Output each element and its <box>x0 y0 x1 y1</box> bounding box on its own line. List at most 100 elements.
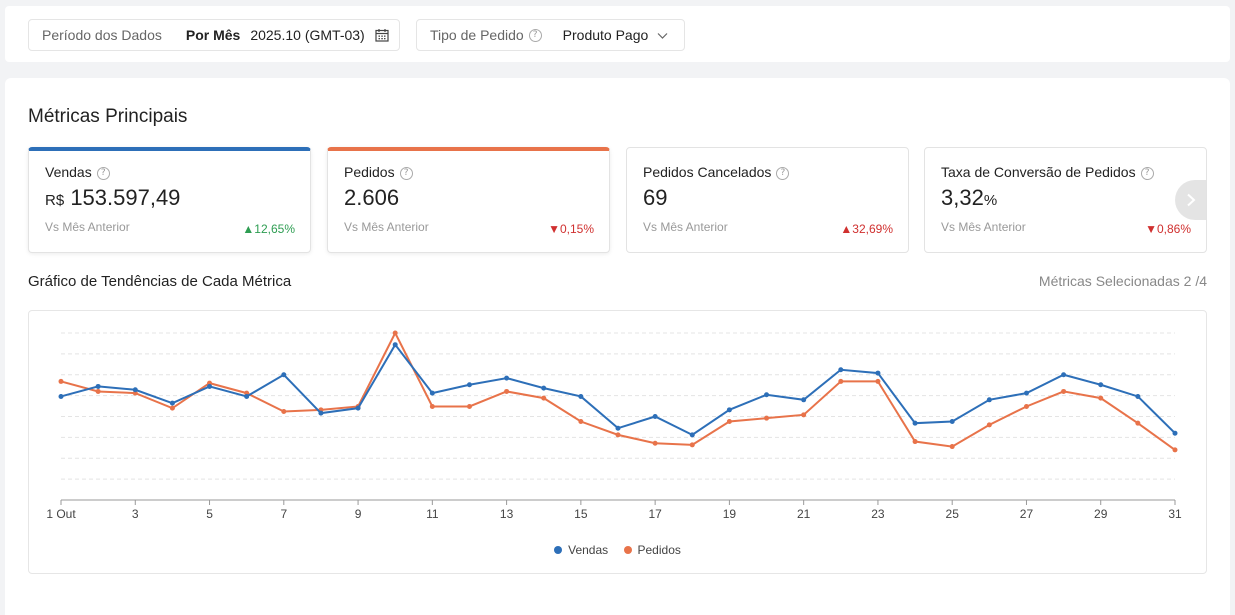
card-value-unit: % <box>983 192 998 209</box>
data-point-pedidos <box>169 405 175 411</box>
data-point-vendas <box>466 382 472 388</box>
series-line-vendas <box>60 342 1176 437</box>
metric-card-pedidos-cancelados[interactable]: Pedidos Cancelados? 69 Vs Mês Anterior ▲… <box>626 147 909 253</box>
x-tick-label: 7 <box>280 507 287 521</box>
order-type-filter[interactable]: Tipo de Pedido ? Produto Pago <box>416 19 685 51</box>
data-point-vendas <box>355 405 361 411</box>
data-point-pedidos <box>281 408 287 414</box>
card-delta: ▼0,15% <box>548 222 594 236</box>
help-icon[interactable]: ? <box>399 166 413 180</box>
data-point-pedidos <box>615 432 621 438</box>
order-type-value: Produto Pago <box>562 27 649 43</box>
data-point-vendas <box>689 432 695 438</box>
period-filter[interactable]: Período dos Dados Por Mês 2025.10 (GMT-0… <box>28 19 400 51</box>
carousel-next-button[interactable] <box>1175 180 1207 220</box>
selected-metrics-link[interactable]: Métricas Selecionadas 2 /4 <box>1038 273 1207 289</box>
data-point-pedidos <box>801 412 807 418</box>
data-point-pedidos <box>986 422 992 428</box>
data-point-vendas <box>578 393 584 399</box>
card-delta: ▲32,69% <box>840 222 893 236</box>
calendar-icon[interactable] <box>375 28 389 42</box>
x-tick-label: 17 <box>648 507 662 521</box>
x-tick-label: 25 <box>946 507 960 521</box>
card-title: Pedidos? <box>344 164 413 180</box>
data-point-pedidos <box>726 419 732 425</box>
data-point-pedidos <box>504 388 510 394</box>
data-point-vendas <box>1172 430 1178 436</box>
card-compare-label: Vs Mês Anterior <box>941 220 1026 234</box>
x-tick-label: 19 <box>723 507 737 521</box>
data-point-vendas <box>764 392 770 398</box>
card-delta-value: 0,15% <box>559 222 594 236</box>
card-title-text: Pedidos <box>344 164 395 180</box>
data-point-pedidos <box>949 444 955 450</box>
data-point-vendas <box>912 420 918 426</box>
data-point-pedidos <box>764 415 770 421</box>
data-point-vendas <box>392 342 398 348</box>
data-point-vendas <box>986 397 992 403</box>
card-value: 2.606 <box>344 185 399 211</box>
legend-dot-vendas <box>554 546 563 554</box>
card-value: R$ 153.597,49 <box>45 185 180 211</box>
data-point-pedidos <box>578 419 584 425</box>
card-title-text: Pedidos Cancelados <box>643 164 772 180</box>
data-point-vendas <box>429 390 435 396</box>
help-icon[interactable]: ? <box>96 166 110 180</box>
data-point-vendas <box>1135 393 1141 399</box>
data-point-vendas <box>244 393 250 399</box>
data-point-pedidos <box>838 378 844 384</box>
trend-chart-title: Gráfico de Tendências de Cada Métrica <box>28 273 292 290</box>
data-point-vendas <box>281 372 287 378</box>
help-icon[interactable]: ? <box>528 28 542 42</box>
metric-card-vendas[interactable]: Vendas? R$ 153.597,49 Vs Mês Anterior ▲1… <box>28 147 311 253</box>
card-value-number: 2.606 <box>344 185 400 210</box>
legend-label-vendas: Vendas <box>568 543 609 557</box>
data-point-vendas <box>207 383 213 389</box>
card-title-text: Taxa de Conversão de Pedidos <box>941 164 1136 180</box>
data-point-pedidos <box>875 378 881 384</box>
chart-legend: Vendas Pedidos <box>29 543 1206 557</box>
data-point-vendas <box>801 397 807 403</box>
data-point-vendas <box>541 385 547 391</box>
data-point-pedidos <box>1135 420 1141 426</box>
data-point-vendas <box>1098 382 1104 388</box>
x-tick-label: 21 <box>797 507 811 521</box>
triangle-up-icon: ▲ <box>242 222 255 236</box>
x-tick-label: 11 <box>426 507 439 521</box>
filter-bar: Período dos Dados Por Mês 2025.10 (GMT-0… <box>5 6 1230 62</box>
help-icon[interactable]: ? <box>1140 166 1154 180</box>
chevron-down-icon[interactable] <box>657 30 668 41</box>
card-value-number: 153.597,49 <box>70 185 181 210</box>
triangle-down-icon: ▼ <box>1145 222 1157 236</box>
x-tick-label: 29 <box>1094 507 1108 521</box>
card-delta-value: 32,69% <box>852 222 893 236</box>
legend-item-pedidos[interactable]: Pedidos <box>623 543 681 557</box>
legend-item-vendas[interactable]: Vendas <box>554 543 608 557</box>
data-point-vendas <box>1061 372 1067 378</box>
card-value: 69 <box>643 185 667 211</box>
data-point-vendas <box>318 410 324 416</box>
help-icon[interactable]: ? <box>776 166 790 180</box>
data-point-vendas <box>652 414 658 419</box>
card-title: Vendas? <box>45 164 110 180</box>
card-delta: ▼0,86% <box>1145 222 1191 236</box>
data-point-pedidos <box>652 440 658 446</box>
metric-card-taxa-conversao[interactable]: Taxa de Conversão de Pedidos? 3,32% Vs M… <box>924 147 1207 253</box>
card-compare-label: Vs Mês Anterior <box>45 220 130 234</box>
section-title: Métricas Principais <box>28 106 188 127</box>
data-point-vendas <box>504 375 510 381</box>
x-tick-label: 15 <box>574 507 588 521</box>
card-value-number: 69 <box>643 185 668 210</box>
data-point-vendas <box>949 419 955 425</box>
data-point-vendas <box>169 400 175 406</box>
data-point-pedidos <box>429 403 435 409</box>
trend-chart-svg: 1 Out 3 5 7 9 11 13 15 17 19 21 23 25 27 29 31 <box>46 330 1182 521</box>
x-tick-label: 31 <box>1168 507 1182 521</box>
card-compare-label: Vs Mês Anterior <box>643 220 728 234</box>
data-point-pedidos <box>912 439 918 445</box>
x-tick-label: 5 <box>206 507 213 521</box>
card-delta: ▲12,65% <box>242 222 295 236</box>
chevron-right-icon <box>1187 193 1196 207</box>
metric-card-pedidos[interactable]: Pedidos? 2.606 Vs Mês Anterior ▼0,15% <box>327 147 610 253</box>
data-point-vendas <box>1023 390 1029 396</box>
